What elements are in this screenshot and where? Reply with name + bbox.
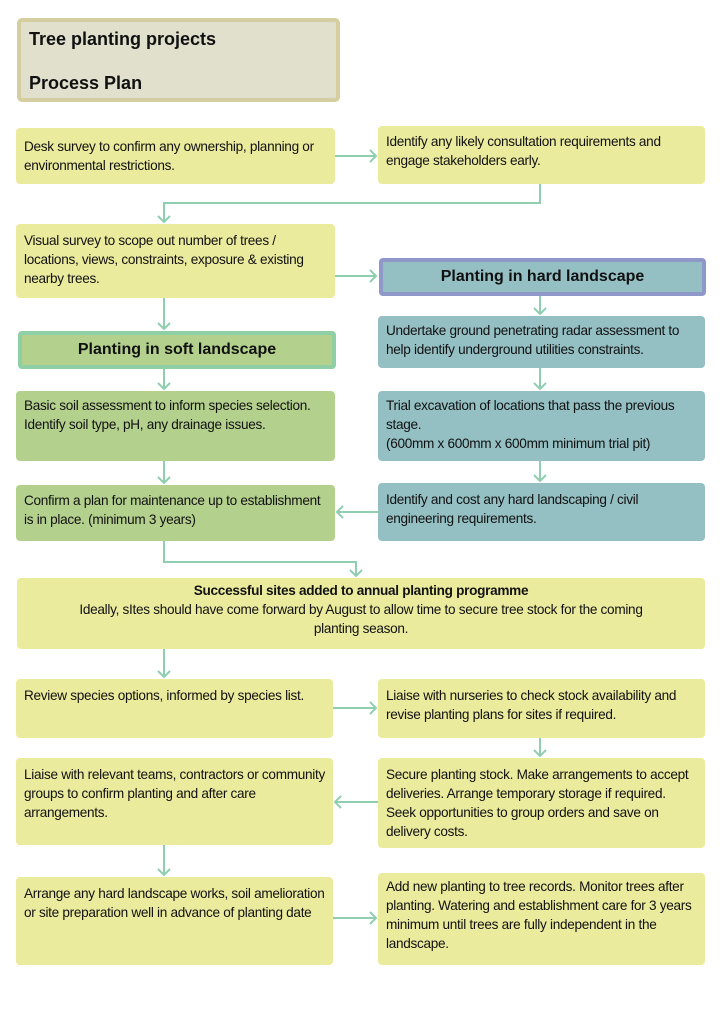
diagram-title: Tree planting projects Process Plan [17,18,340,102]
arrow-programme-to-species [157,649,171,679]
arrow-visual-to-soft [157,298,171,331]
trial-text-1: Trial excavation of locations that pass … [386,398,675,432]
trial-text-2: (600mm x 600mm x 600mm minimum trial pit… [386,436,651,451]
step-teams: Liaise with relevant teams, contractors … [16,758,333,845]
heading-hard-landscape: Planting in hard landscape [379,258,706,296]
step-soil-assessment: Basic soil assessment to inform species … [16,391,335,461]
step-nurseries: Liaise with nurseries to check stock ava… [378,679,705,738]
arrow-radar-to-trial [533,368,547,391]
step-species: Review species options, informed by spec… [16,679,333,738]
arrow-maintenance-to-programme [163,541,363,578]
arrow-soil-to-maintenance [157,461,171,485]
arrow-soft-to-soil [157,369,171,391]
soil-text-1: Basic soil assessment to inform species … [24,398,311,413]
step-visual-survey: Visual survey to scope out number of tre… [16,224,335,298]
arrow-desk-to-consultation [335,149,378,163]
arrow-stock-to-teams [333,795,378,809]
step-desk-survey: Desk survey to confirm any ownership, pl… [16,128,335,184]
heading-soft-landscape: Planting in soft landscape [18,331,336,369]
arrow-works-to-records [333,911,378,925]
programme-text: Ideally, sItes should have come forward … [79,602,643,636]
arrow-costs-to-maintenance [335,505,378,519]
step-radar: Undertake ground penetrating radar asses… [378,316,705,368]
arrow-trial-to-costs [533,461,547,483]
title-line-2: Process Plan [29,73,143,93]
title-line-1: Tree planting projects [29,29,217,49]
arrow-hard-to-radar [533,296,547,316]
arrow-teams-to-works [157,845,171,877]
step-works: Arrange any hard landscape works, soil a… [16,877,333,965]
programme-title: Successful sites added to annual plantin… [193,583,529,598]
step-consultation: Identify any likely consultation require… [378,126,705,184]
step-stock: Secure planting stock. Make arrangements… [378,758,705,848]
soil-text-2: Identify soil type, pH, any drainage iss… [24,417,266,432]
step-trial-excavation: Trial excavation of locations that pass … [378,391,705,461]
step-maintenance: Confirm a plan for maintenance up to est… [16,485,335,541]
step-records: Add new planting to tree records. Monito… [378,873,705,965]
arrow-nurseries-to-stock [533,738,547,758]
arrow-consultation-to-visual [157,184,541,224]
step-planting-programme: Successful sites added to annual plantin… [17,578,705,649]
arrow-species-to-nurseries [333,701,378,715]
step-hard-costs: Identify and cost any hard landscaping /… [378,483,705,541]
arrow-visual-to-hard [335,269,378,283]
